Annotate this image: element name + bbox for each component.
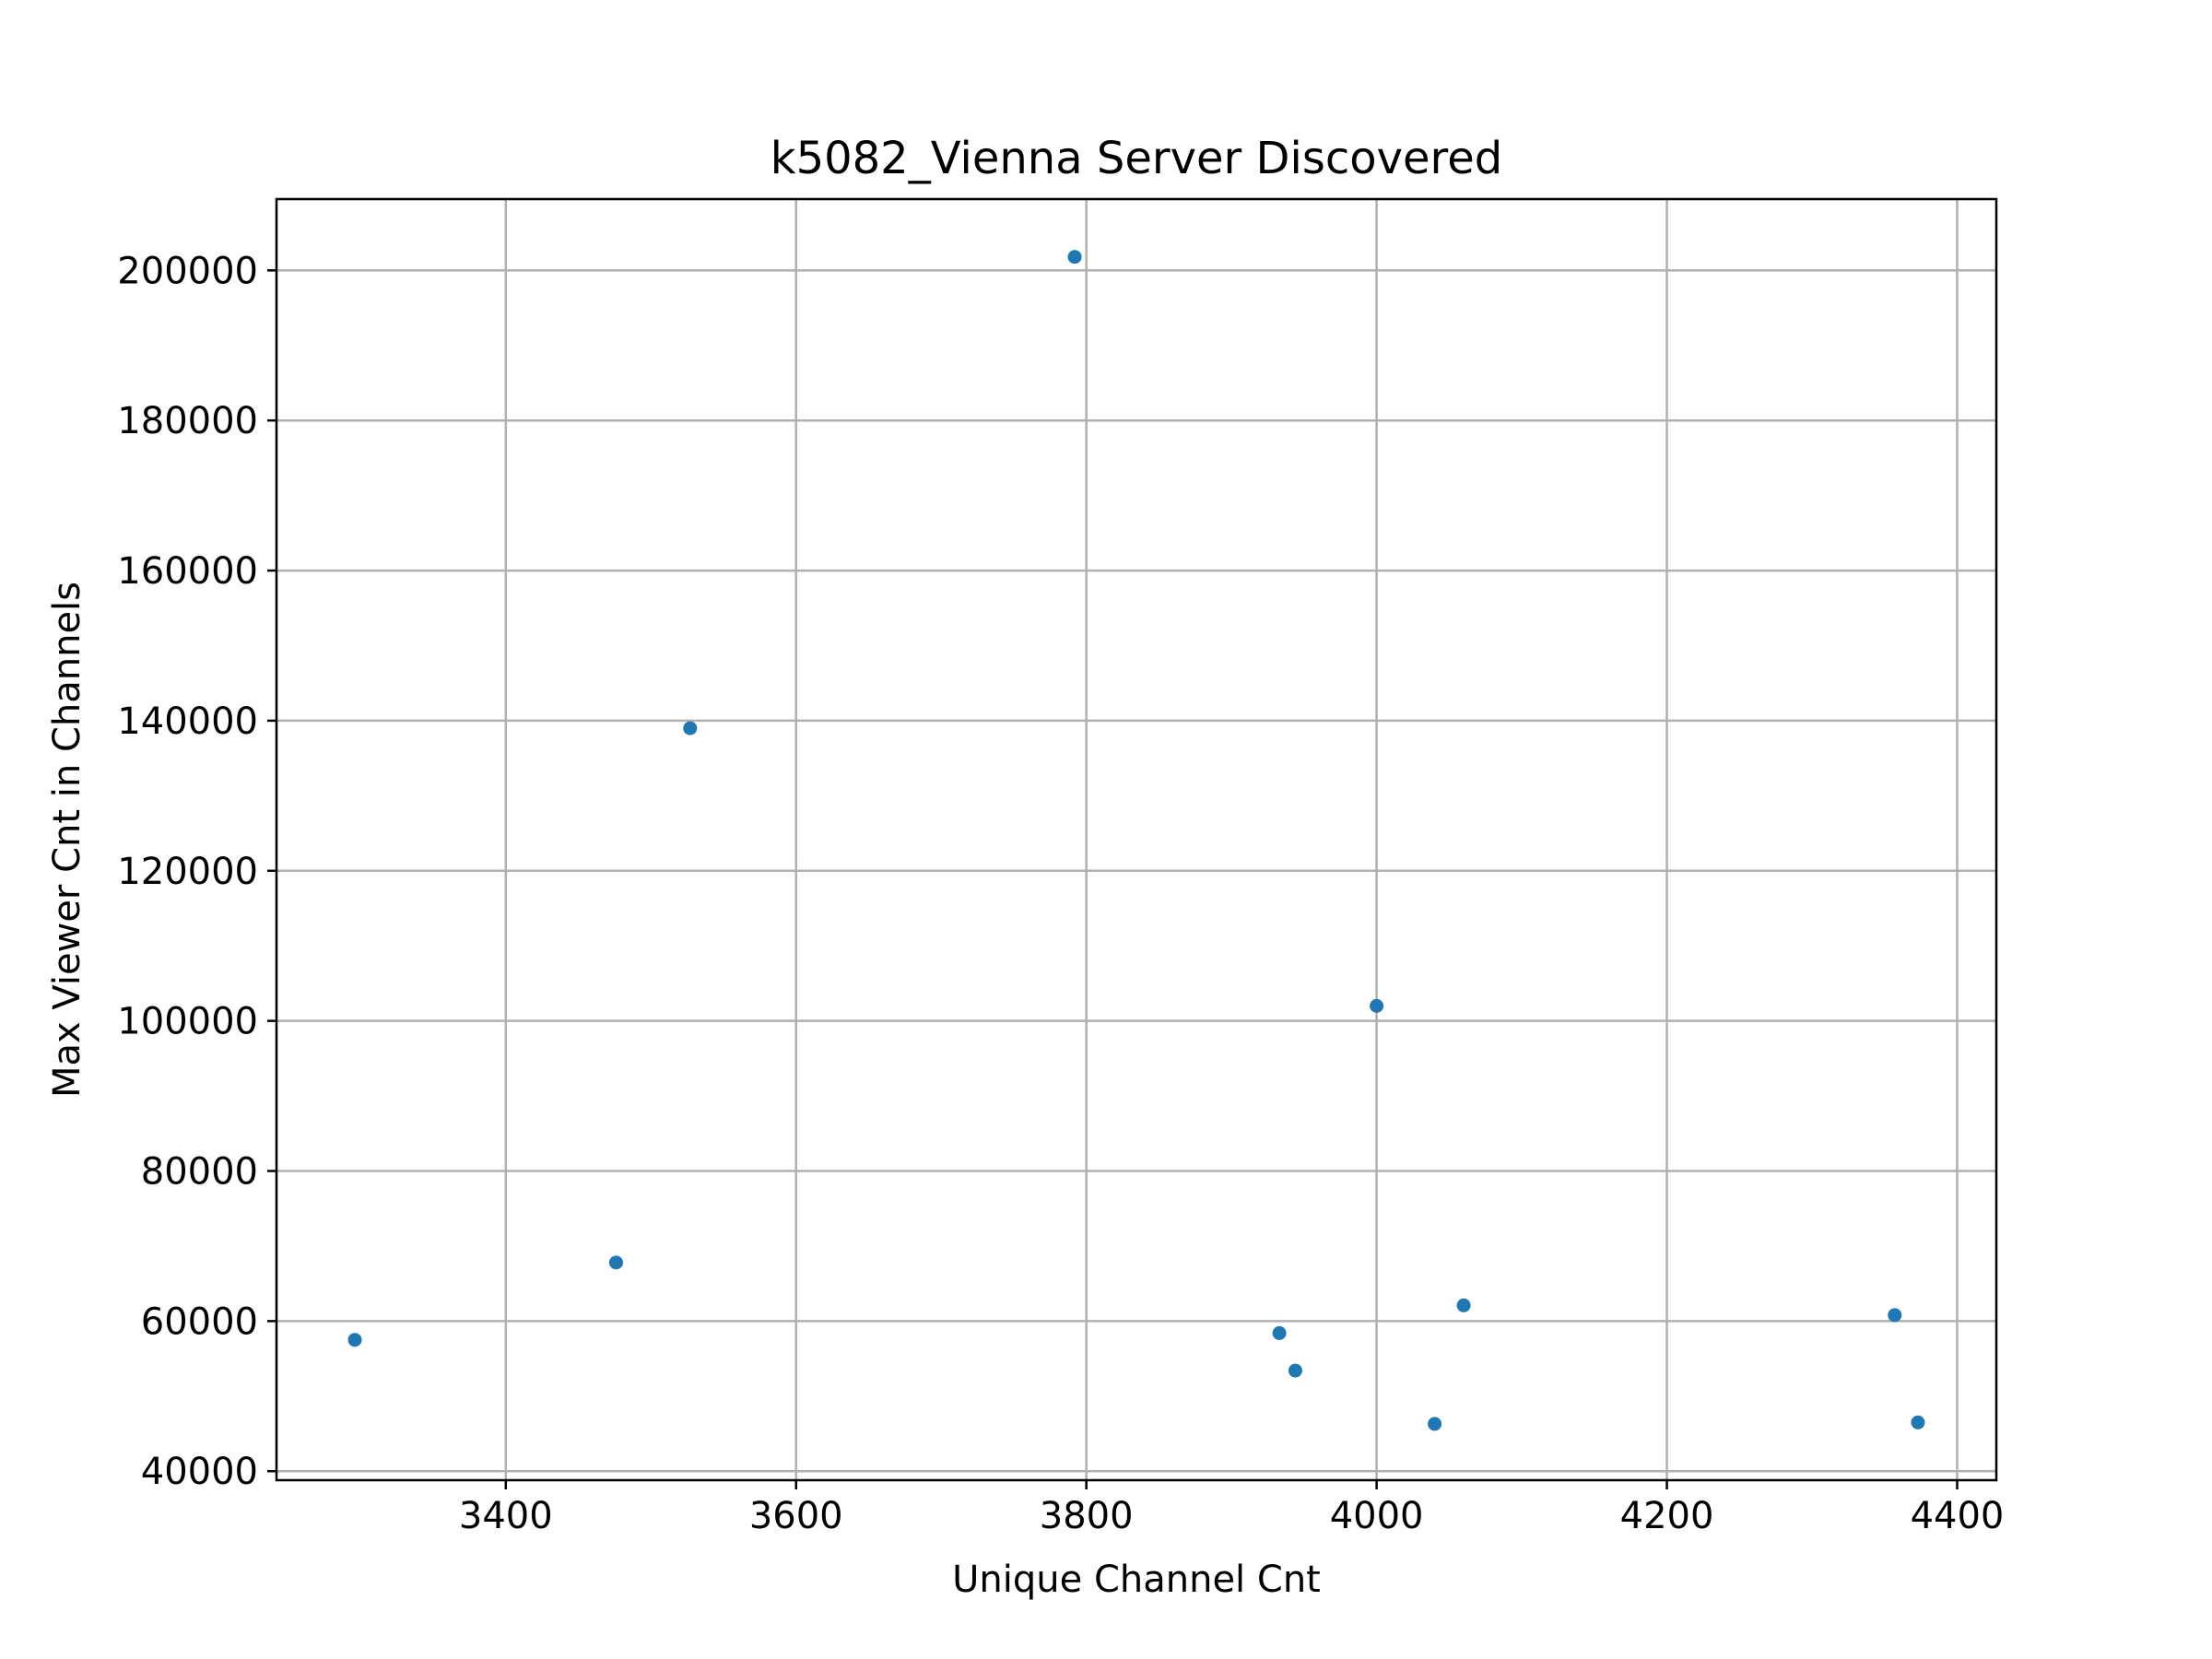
x-tick-label: 4000 bbox=[1330, 1495, 1424, 1537]
x-tick-label: 3400 bbox=[459, 1495, 553, 1537]
scatter-point bbox=[347, 1333, 362, 1347]
scatter-point bbox=[1888, 1308, 1902, 1323]
grid-lines bbox=[276, 199, 1996, 1480]
scatter-point bbox=[1911, 1415, 1925, 1430]
scatter-point bbox=[1456, 1298, 1471, 1312]
y-tick-label: 140000 bbox=[117, 700, 258, 743]
plot-frame bbox=[275, 197, 1998, 1482]
data-points bbox=[347, 250, 1925, 1431]
y-tick-label: 200000 bbox=[117, 250, 258, 292]
scatter-point bbox=[608, 1255, 623, 1270]
scatter-point bbox=[1272, 1325, 1287, 1340]
x-axis-label: Unique Channel Cnt bbox=[952, 1559, 1321, 1601]
x-tick-label: 3800 bbox=[1040, 1495, 1134, 1537]
y-tick-label: 180000 bbox=[117, 400, 258, 442]
scatter-point bbox=[1067, 250, 1082, 265]
y-tick-label: 120000 bbox=[117, 851, 258, 893]
y-tick-label: 40000 bbox=[141, 1451, 258, 1493]
scatter-point bbox=[1428, 1417, 1442, 1431]
y-axis-label: Max Viewer Cnt in Channels bbox=[46, 582, 88, 1098]
scatter-point bbox=[683, 721, 698, 735]
chart-title: k5082_Vienna Server Discovered bbox=[771, 133, 1502, 184]
x-tick-label: 4400 bbox=[1911, 1495, 2005, 1537]
y-tick-label: 60000 bbox=[141, 1300, 258, 1343]
scatter-point bbox=[1370, 998, 1384, 1013]
scatter-point bbox=[1288, 1363, 1302, 1378]
axis-ticks: 3400 3600 3800 4000 4200 4400 40000 60000 80000 1… bbox=[117, 250, 2004, 1537]
x-tick-label: 4200 bbox=[1620, 1495, 1714, 1537]
x-tick-label: 3600 bbox=[749, 1495, 843, 1537]
y-tick-label: 80000 bbox=[141, 1151, 258, 1194]
y-tick-label: 160000 bbox=[117, 550, 258, 593]
y-tick-label: 100000 bbox=[117, 1001, 258, 1043]
